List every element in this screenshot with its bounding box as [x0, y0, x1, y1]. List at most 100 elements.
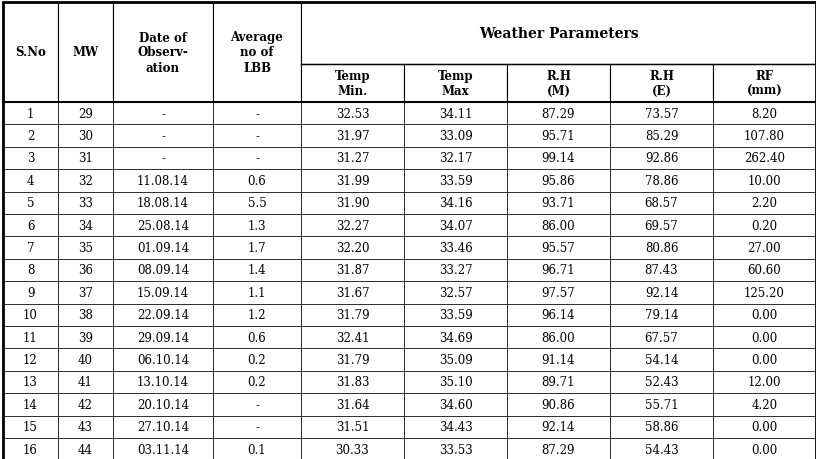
Text: 31.97: 31.97: [335, 130, 370, 143]
Text: 15.09.14: 15.09.14: [137, 286, 189, 299]
Text: 39: 39: [78, 331, 93, 344]
Text: 52.43: 52.43: [645, 375, 678, 389]
Bar: [3, 192, 58, 214]
Bar: [58, 438, 113, 459]
Text: 97.57: 97.57: [542, 286, 575, 299]
Bar: [507, 65, 610, 103]
Bar: [713, 281, 816, 304]
Text: 25.08.14: 25.08.14: [137, 219, 189, 232]
Text: 92.86: 92.86: [645, 152, 678, 165]
Bar: [507, 438, 610, 459]
Text: 10: 10: [23, 308, 38, 322]
Bar: [3, 438, 58, 459]
Text: 31.90: 31.90: [335, 197, 370, 210]
Bar: [3, 371, 58, 393]
Bar: [301, 147, 404, 170]
Text: Temp
Max: Temp Max: [437, 70, 473, 98]
Bar: [3, 3, 58, 103]
Bar: [507, 192, 610, 214]
Bar: [713, 371, 816, 393]
Bar: [301, 326, 404, 349]
Bar: [301, 237, 404, 259]
Text: 2.20: 2.20: [752, 197, 778, 210]
Text: 0.00: 0.00: [752, 308, 778, 322]
Text: 12: 12: [23, 353, 38, 366]
Bar: [713, 147, 816, 170]
Bar: [610, 65, 713, 103]
Bar: [58, 259, 113, 281]
Text: 31: 31: [78, 152, 93, 165]
Text: 1.1: 1.1: [248, 286, 266, 299]
Text: 107.80: 107.80: [744, 130, 785, 143]
Text: 32: 32: [78, 174, 93, 187]
Text: 42: 42: [78, 398, 93, 411]
Bar: [713, 192, 816, 214]
Bar: [507, 214, 610, 237]
Text: Date of
Observ-
ation: Date of Observ- ation: [138, 31, 188, 74]
Bar: [58, 416, 113, 438]
Text: Average
no of
LBB: Average no of LBB: [231, 31, 283, 74]
Text: 1: 1: [27, 107, 34, 120]
Bar: [507, 349, 610, 371]
Bar: [713, 259, 816, 281]
Text: 29.09.14: 29.09.14: [137, 331, 189, 344]
Bar: [610, 326, 713, 349]
Text: 0.00: 0.00: [752, 331, 778, 344]
Text: 32.17: 32.17: [439, 152, 472, 165]
Bar: [301, 103, 404, 125]
Bar: [113, 3, 213, 103]
Text: 22.09.14: 22.09.14: [137, 308, 189, 322]
Text: 34.11: 34.11: [439, 107, 472, 120]
Text: 43: 43: [78, 420, 93, 433]
Bar: [3, 304, 58, 326]
Text: S.No: S.No: [15, 46, 46, 59]
Text: 32.57: 32.57: [439, 286, 472, 299]
Bar: [301, 349, 404, 371]
Text: 33.09: 33.09: [439, 130, 472, 143]
Text: RF
(mm): RF (mm): [747, 70, 783, 98]
Bar: [213, 3, 301, 103]
Text: 13.10.14: 13.10.14: [137, 375, 189, 389]
Bar: [58, 147, 113, 170]
Bar: [713, 304, 816, 326]
Text: 14: 14: [23, 398, 38, 411]
Bar: [58, 214, 113, 237]
Text: 34.69: 34.69: [439, 331, 472, 344]
Text: 10.00: 10.00: [747, 174, 781, 187]
Text: 2: 2: [27, 130, 34, 143]
Bar: [213, 259, 301, 281]
Bar: [610, 304, 713, 326]
Text: 91.14: 91.14: [542, 353, 575, 366]
Bar: [404, 237, 507, 259]
Text: 7: 7: [27, 241, 34, 255]
Text: 31.27: 31.27: [335, 152, 370, 165]
Text: 86.00: 86.00: [542, 331, 575, 344]
Text: 40: 40: [78, 353, 93, 366]
Bar: [507, 304, 610, 326]
Bar: [213, 281, 301, 304]
Text: 41: 41: [78, 375, 93, 389]
Bar: [58, 326, 113, 349]
Text: 31.79: 31.79: [335, 353, 370, 366]
Text: 29: 29: [78, 107, 93, 120]
Text: 27.00: 27.00: [747, 241, 781, 255]
Text: R.H
(M): R.H (M): [546, 70, 571, 98]
Text: 30: 30: [78, 130, 93, 143]
Text: 8.20: 8.20: [752, 107, 778, 120]
Bar: [3, 259, 58, 281]
Text: 44: 44: [78, 443, 93, 456]
Text: 262.40: 262.40: [744, 152, 785, 165]
Text: 78.86: 78.86: [645, 174, 678, 187]
Bar: [113, 214, 213, 237]
Text: 67.57: 67.57: [645, 331, 678, 344]
Bar: [610, 438, 713, 459]
Text: 87.29: 87.29: [542, 443, 575, 456]
Text: 96.71: 96.71: [542, 264, 575, 277]
Bar: [58, 103, 113, 125]
Bar: [3, 125, 58, 147]
Text: 32.27: 32.27: [335, 219, 370, 232]
Text: 92.14: 92.14: [645, 286, 678, 299]
Bar: [58, 3, 113, 103]
Bar: [3, 349, 58, 371]
Text: -: -: [161, 130, 165, 143]
